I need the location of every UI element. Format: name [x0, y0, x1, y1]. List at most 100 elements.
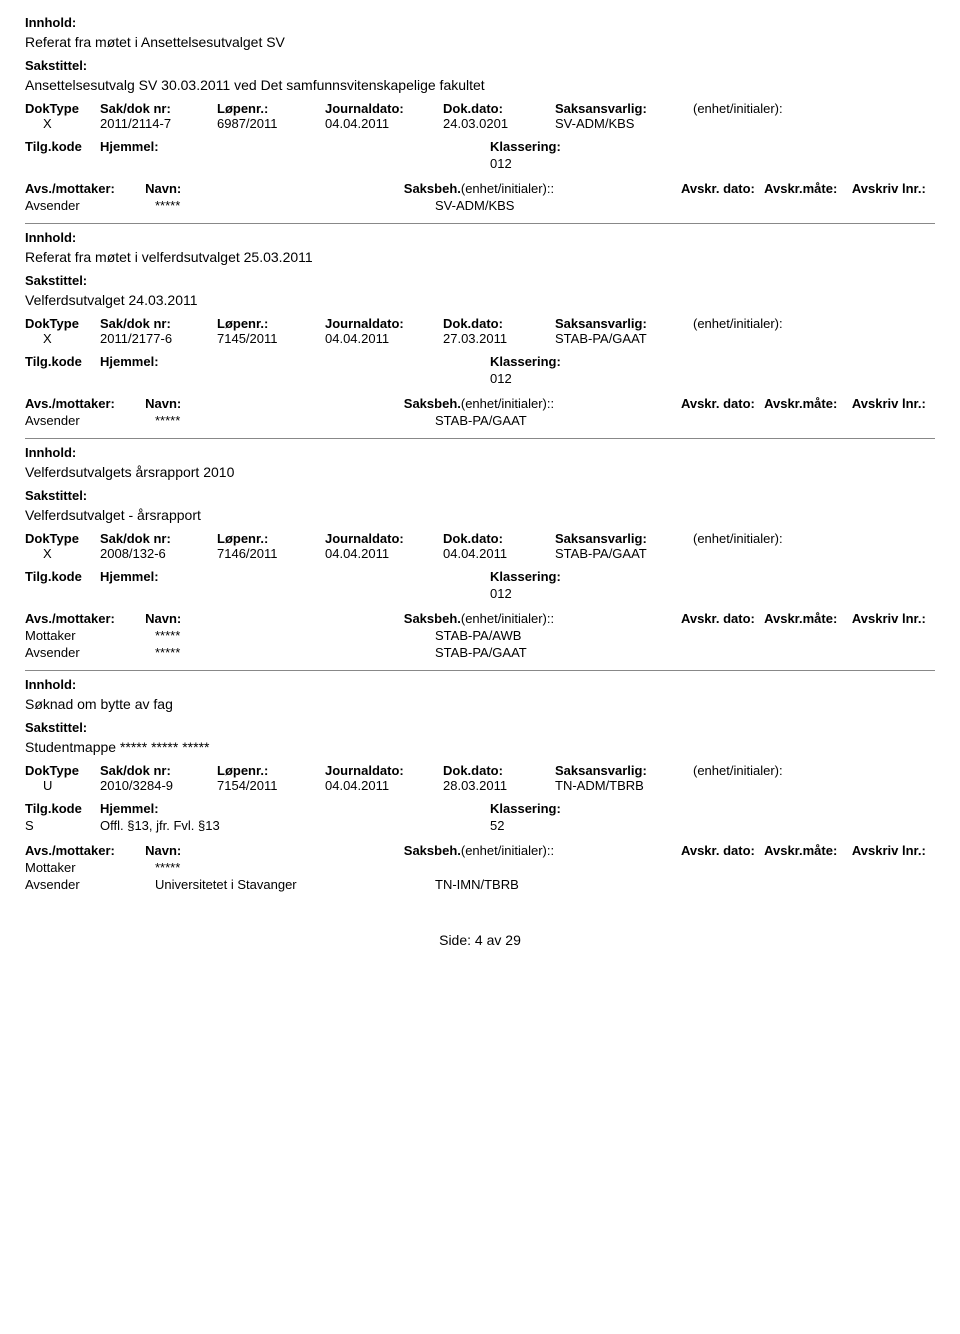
avskrivlnr-header: Avskriv lnr.:	[852, 611, 935, 626]
party-saksbeh: SV-ADM/KBS	[435, 198, 735, 213]
tilg-data-row: 012	[25, 586, 935, 601]
dokdato-value: 28.03.2011	[443, 778, 555, 793]
party-row: Mottaker *****	[25, 860, 935, 875]
enhet-header: (enhet/initialer):	[693, 316, 843, 331]
page-total: 29	[505, 932, 521, 948]
party-row: Avsender ***** STAB-PA/GAAT	[25, 413, 935, 428]
journaldato-header: Journaldato:	[325, 316, 443, 331]
dokdato-header: Dok.dato:	[443, 531, 555, 546]
journal-entry: Innhold: Referat fra møtet i Ansettelses…	[25, 15, 935, 213]
saksbeh-header: Saksbeh.(enhet/initialer)::	[404, 843, 681, 858]
tilg-data-row: 012	[25, 156, 935, 171]
avskrmate-header: Avskr.måte:	[764, 181, 852, 196]
lopenr-header: Løpenr.:	[217, 316, 325, 331]
hjemmel-value	[100, 586, 490, 601]
party-saksbeh	[435, 860, 735, 875]
avskrdato-header: Avskr. dato:	[681, 396, 764, 411]
innhold-label: Innhold:	[25, 15, 935, 30]
innhold-label: Innhold:	[25, 445, 935, 460]
dokdato-value: 04.04.2011	[443, 546, 555, 561]
klassering-header: Klassering:	[490, 801, 690, 816]
sakstittel-value: Studentmappe ***** ***** *****	[25, 739, 935, 755]
enhet-header: (enhet/initialer):	[693, 763, 843, 778]
enhet-header: (enhet/initialer):	[693, 101, 843, 116]
lopenr-header: Løpenr.:	[217, 101, 325, 116]
dokdato-header: Dok.dato:	[443, 763, 555, 778]
party-navn: *****	[155, 198, 435, 213]
party-role: Avsender	[25, 877, 155, 892]
hjemmel-value: Offl. §13, jfr. Fvl. §13	[100, 818, 490, 833]
party-role: Avsender	[25, 198, 155, 213]
doktype-header: DokType	[25, 763, 100, 778]
saksansvarlig-value: TN-ADM/TBRB	[555, 778, 693, 793]
lopenr-value: 6987/2011	[217, 116, 325, 131]
navn-header: Navn:	[145, 181, 404, 196]
sakstittel-label: Sakstittel:	[25, 58, 935, 73]
journal-entry: Innhold: Søknad om bytte av fag Sakstitt…	[25, 670, 935, 892]
navn-header: Navn:	[145, 611, 404, 626]
dokdato-header: Dok.dato:	[443, 316, 555, 331]
hjemmel-header: Hjemmel:	[100, 139, 490, 154]
tilgkode-header: Tilg.kode	[25, 354, 100, 369]
sakstittel-value: Velferdsutvalget - årsrapport	[25, 507, 935, 523]
navn-header: Navn:	[145, 843, 404, 858]
lopenr-header: Løpenr.:	[217, 531, 325, 546]
journaldato-value: 04.04.2011	[325, 116, 443, 131]
sakstittel-value: Ansettelsesutvalg SV 30.03.2011 ved Det …	[25, 77, 935, 93]
journaldato-header: Journaldato:	[325, 101, 443, 116]
party-role: Mottaker	[25, 628, 155, 643]
party-navn: *****	[155, 628, 435, 643]
avskrdato-header: Avskr. dato:	[681, 611, 764, 626]
party-saksbeh: STAB-PA/GAAT	[435, 413, 735, 428]
side-label: Side:	[439, 932, 471, 948]
page-current: 4	[475, 932, 483, 948]
page-footer: Side: 4 av 29	[25, 932, 935, 948]
party-role: Avsender	[25, 645, 155, 660]
column-headers: DokType Sak/dok nr: Løpenr.: Journaldato…	[25, 101, 935, 116]
hjemmel-value	[100, 371, 490, 386]
saksansvarlig-value: SV-ADM/KBS	[555, 116, 693, 131]
party-saksbeh: TN-IMN/TBRB	[435, 877, 735, 892]
lopenr-value: 7154/2011	[217, 778, 325, 793]
tilgkode-value	[25, 371, 100, 386]
party-role: Avsender	[25, 413, 155, 428]
party-row: Avsender ***** SV-ADM/KBS	[25, 198, 935, 213]
lopenr-value: 7146/2011	[217, 546, 325, 561]
doktype-value: X	[25, 546, 100, 561]
hjemmel-header: Hjemmel:	[100, 801, 490, 816]
tilg-header-row: Tilg.kode Hjemmel: Klassering:	[25, 801, 935, 816]
tilg-header-row: Tilg.kode Hjemmel: Klassering:	[25, 139, 935, 154]
enhet-header: (enhet/initialer):	[693, 531, 843, 546]
sakdoknr-header: Sak/dok nr:	[100, 763, 217, 778]
party-navn: *****	[155, 413, 435, 428]
doktype-header: DokType	[25, 316, 100, 331]
sakdoknr-value: 2010/3284-9	[100, 778, 217, 793]
innhold-label: Innhold:	[25, 677, 935, 692]
doktype-value: U	[25, 778, 100, 793]
sakdoknr-header: Sak/dok nr:	[100, 316, 217, 331]
tilgkode-header: Tilg.kode	[25, 139, 100, 154]
sakstittel-label: Sakstittel:	[25, 488, 935, 503]
sakstittel-value: Velferdsutvalget 24.03.2011	[25, 292, 935, 308]
party-navn: *****	[155, 860, 435, 875]
party-role: Mottaker	[25, 860, 155, 875]
journaldato-value: 04.04.2011	[325, 331, 443, 346]
sakstittel-label: Sakstittel:	[25, 720, 935, 735]
sakdoknr-header: Sak/dok nr:	[100, 101, 217, 116]
av-label: av	[487, 932, 502, 948]
party-navn: *****	[155, 645, 435, 660]
avsmottaker-header: Avs./mottaker:	[25, 843, 145, 858]
avskrivlnr-header: Avskriv lnr.:	[852, 181, 935, 196]
saksansvarlig-header: Saksansvarlig:	[555, 531, 693, 546]
saksbeh-header: Saksbeh.(enhet/initialer)::	[404, 611, 681, 626]
avskrmate-header: Avskr.måte:	[764, 396, 852, 411]
party-saksbeh: STAB-PA/GAAT	[435, 645, 735, 660]
avsmottaker-header: Avs./mottaker:	[25, 181, 145, 196]
journaldato-value: 04.04.2011	[325, 546, 443, 561]
saksbeh-header: Saksbeh.(enhet/initialer)::	[404, 181, 681, 196]
doktype-header: DokType	[25, 101, 100, 116]
journal-entry: Innhold: Velferdsutvalgets årsrapport 20…	[25, 438, 935, 660]
doktype-value: X	[25, 331, 100, 346]
tilgkode-header: Tilg.kode	[25, 569, 100, 584]
avsmottaker-header: Avs./mottaker:	[25, 396, 145, 411]
